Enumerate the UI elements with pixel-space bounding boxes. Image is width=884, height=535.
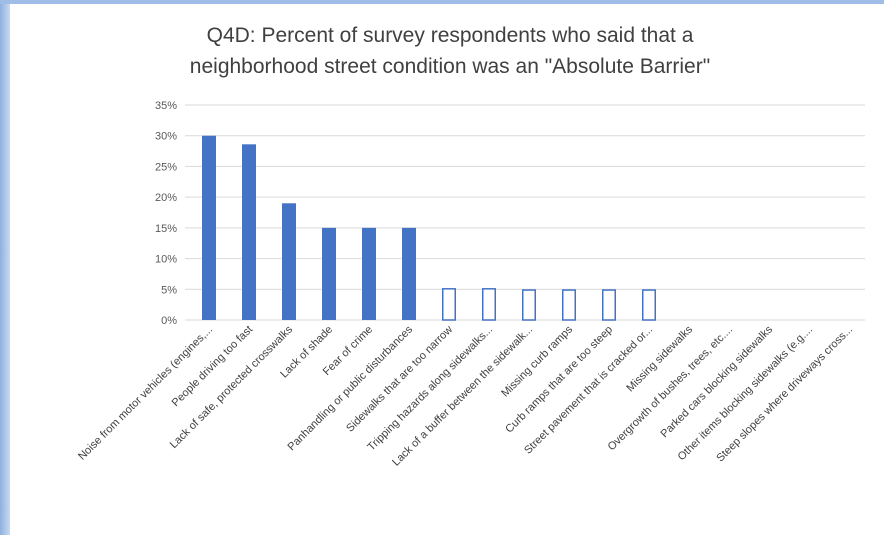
category-label: People driving too fast: [170, 324, 255, 409]
bar: [202, 135, 216, 320]
bar: [522, 289, 536, 321]
bar: [322, 227, 336, 320]
bar: [282, 203, 296, 320]
bar: [442, 288, 456, 321]
chart-title-line-2: neighborhood street condition was an "Ab…: [189, 55, 711, 78]
category-label: Noise from motor vehicles (engines,...: [76, 324, 215, 463]
category-label: Missing curb ramps: [499, 323, 575, 399]
bar: [482, 288, 496, 321]
bar: [562, 289, 576, 321]
chart-title-line-1: Q4D: Percent of survey respondents who s…: [206, 24, 694, 47]
y-tick-label: 30%: [155, 131, 177, 143]
bar: [642, 289, 656, 321]
y-tick-label: 5%: [161, 284, 177, 296]
y-tick-label: 10%: [155, 254, 177, 266]
bar: [602, 289, 616, 321]
window-edge-left: [0, 0, 10, 535]
bar: [362, 227, 376, 320]
y-tick-label: 15%: [155, 223, 177, 235]
chart-title: Q4D: Percent of survey respondents who s…: [100, 20, 800, 82]
bar: [242, 144, 256, 320]
category-label: Lack of a buffer between the sidewalk...: [390, 324, 535, 469]
y-tick-label: 35%: [155, 100, 177, 112]
y-tick-label: 25%: [155, 161, 177, 173]
bar: [402, 227, 416, 320]
y-tick-label: 0%: [161, 315, 177, 327]
window-edge-top: [0, 0, 884, 4]
y-tick-label: 20%: [155, 192, 177, 204]
